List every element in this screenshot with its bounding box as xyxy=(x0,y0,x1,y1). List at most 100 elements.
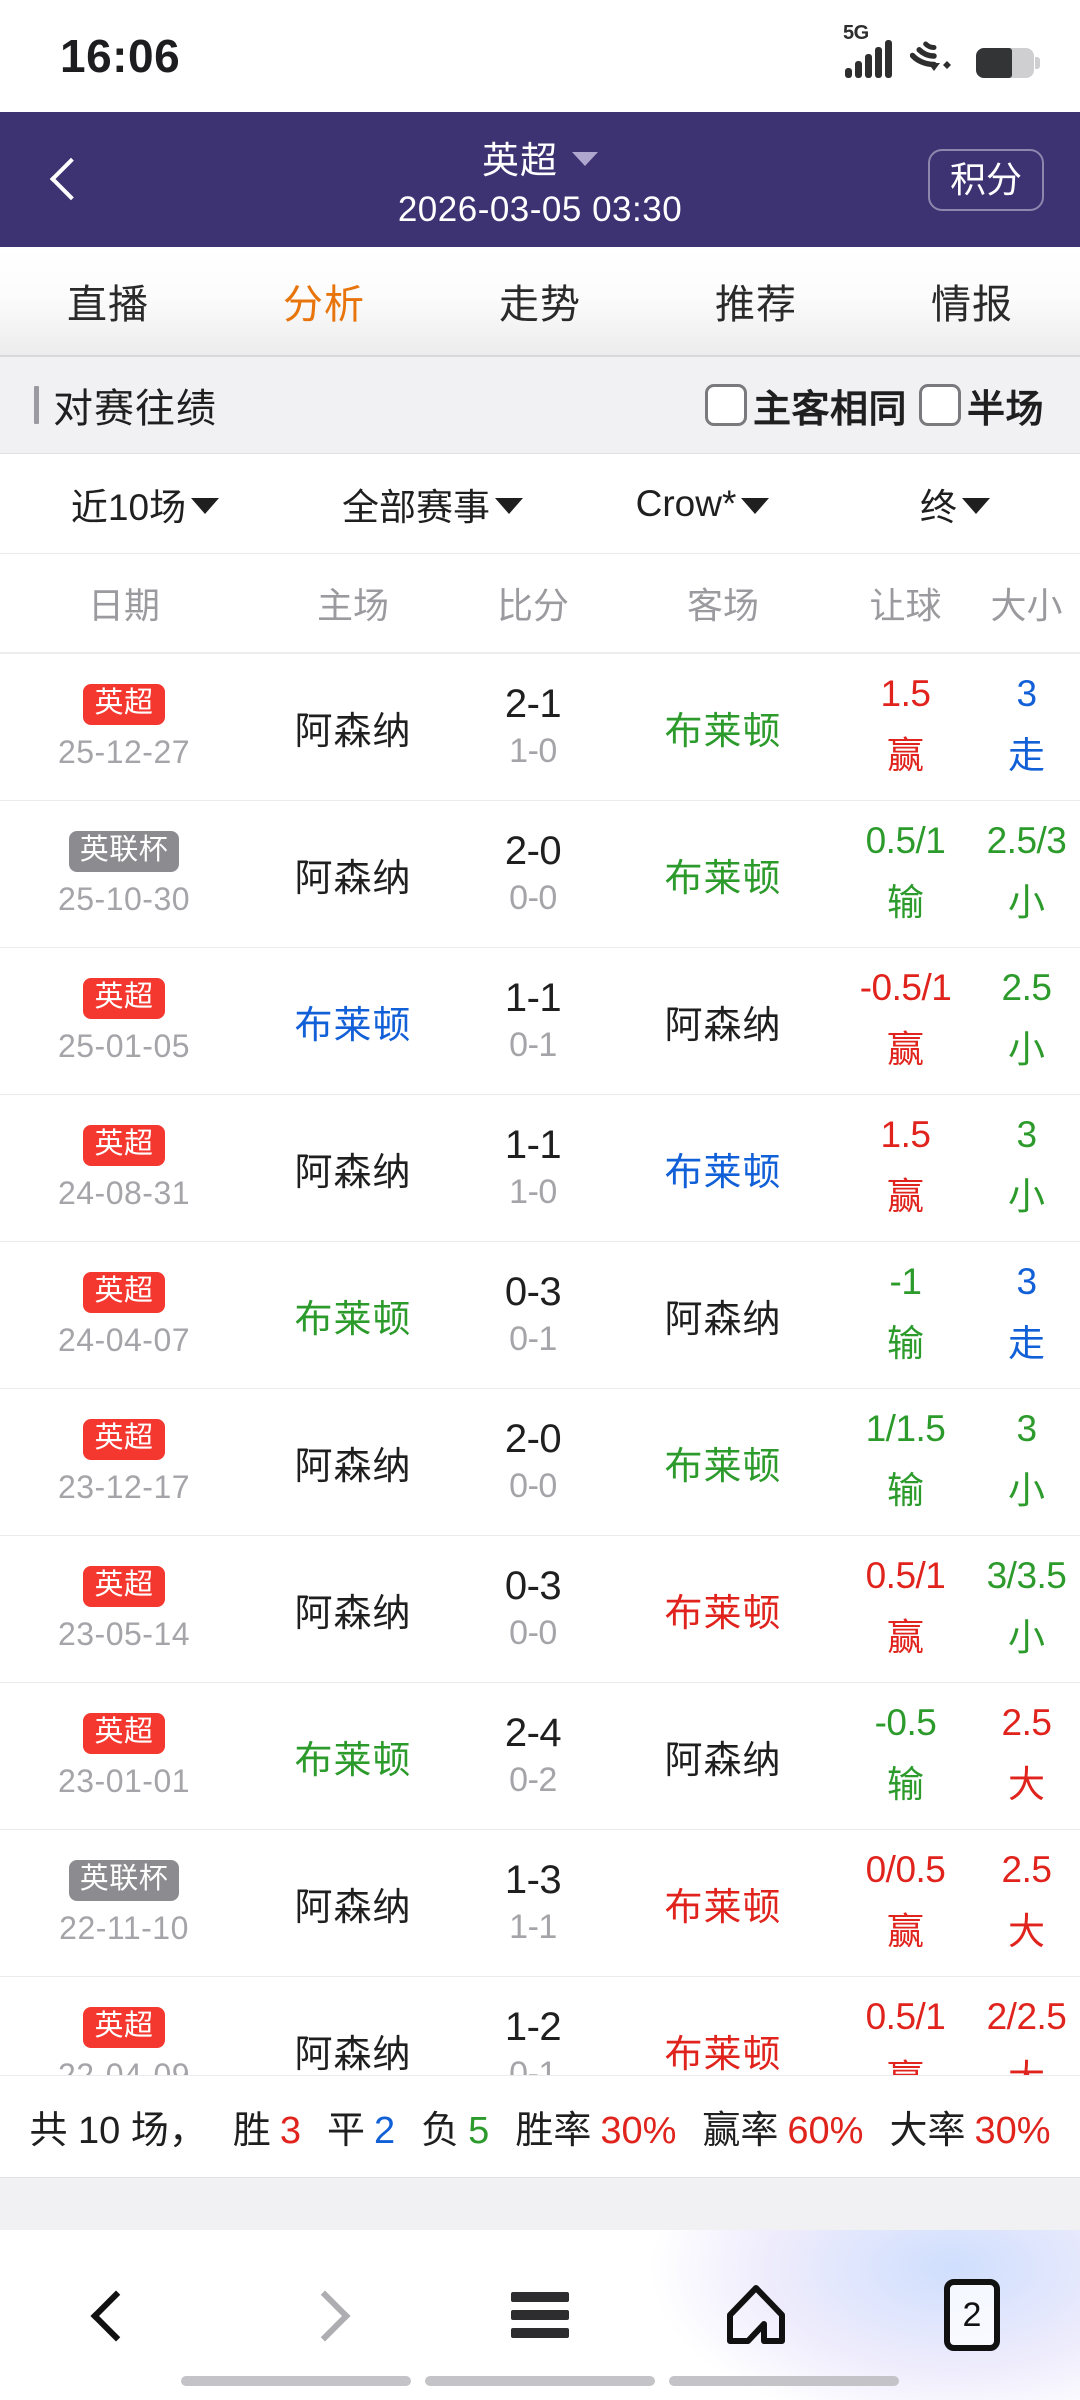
handicap-result: 赢 xyxy=(887,1617,924,1659)
cell-away-team: 布莱顿 xyxy=(608,1582,838,1637)
full-time-score: 1-1 xyxy=(504,1123,562,1167)
cell-home-team: 阿森纳 xyxy=(248,2023,458,2076)
checkbox-halftime-label: 半场 xyxy=(966,388,1044,431)
over-under-line: 2.5/3 xyxy=(986,819,1067,861)
table-row[interactable]: 英超 23-12-17 阿森纳 2-0 0-0 布莱顿 1/1.5 输 3 小 xyxy=(0,1389,1080,1536)
league-selector[interactable]: 英超 xyxy=(482,130,598,184)
standings-button[interactable]: 积分 xyxy=(927,148,1044,211)
cell-score: 2-1 1-0 xyxy=(458,683,608,771)
half-time-score: 0-1 xyxy=(509,2055,557,2075)
half-time-score: 0-0 xyxy=(509,1467,557,1505)
checkbox-box-icon[interactable] xyxy=(918,384,961,426)
match-date: 25-12-27 xyxy=(57,733,191,770)
filter-period[interactable]: 终 xyxy=(830,477,1080,531)
cell-away-team: 布莱顿 xyxy=(608,2023,838,2076)
half-time-score: 1-1 xyxy=(509,1908,557,1946)
tab-intel[interactable]: 情报 xyxy=(931,283,1013,327)
checkbox-same-venue[interactable]: 主客相同 xyxy=(704,378,907,433)
summary-losses-label: 负 xyxy=(421,2110,460,2152)
over-under-line: 2.5 xyxy=(1001,1701,1052,1743)
checkbox-halftime[interactable]: 半场 xyxy=(918,378,1044,433)
nav-menu-button[interactable] xyxy=(432,2230,648,2400)
filter-competition-label: 全部赛事 xyxy=(342,486,490,528)
league-badge: 英联杯 xyxy=(68,830,180,872)
tab-live[interactable]: 直播 xyxy=(67,283,149,327)
match-date: 22-04-09 xyxy=(57,2056,191,2076)
full-time-score: 0-3 xyxy=(504,1270,562,1314)
checkbox-box-icon[interactable] xyxy=(704,384,747,426)
half-time-score: 0-1 xyxy=(509,1320,557,1358)
tab-recommend[interactable]: 推荐 xyxy=(715,283,797,327)
handicap-result: 赢 xyxy=(887,2048,924,2075)
nav-back-button[interactable] xyxy=(0,2230,216,2400)
section-title-group: 对赛往绩 xyxy=(34,376,217,434)
table-row[interactable]: 英超 25-12-27 阿森纳 2-1 1-0 布莱顿 1.5 赢 3 走 xyxy=(0,654,1080,801)
caret-down-icon xyxy=(572,151,598,166)
summary-handicap-rate-label: 赢率 xyxy=(702,2110,779,2152)
handicap-line: 0.5/1 xyxy=(865,1995,946,2037)
section-title: 对赛往绩 xyxy=(53,387,217,431)
full-time-score: 0-3 xyxy=(504,1564,562,1608)
table-row[interactable]: 英超 25-01-05 布莱顿 1-1 0-1 阿森纳 -0.5/1 赢 2.5 小 xyxy=(0,948,1080,1095)
tab-trend[interactable]: 走势 xyxy=(499,283,581,327)
cell-handicap: -0.5 输 xyxy=(838,1701,973,1809)
summary-winrate-label: 胜率 xyxy=(515,2110,592,2152)
match-date: 23-12-17 xyxy=(57,1468,191,1505)
cell-handicap: 1.5 赢 xyxy=(838,1115,973,1221)
back-button-icon[interactable] xyxy=(36,152,92,208)
over-under-result: 大 xyxy=(1008,1911,1045,1953)
cell-score: 0-3 0-1 xyxy=(458,1271,608,1359)
network-type-label: 5G xyxy=(843,21,869,44)
cell-home-team: 阿森纳 xyxy=(248,1141,458,1196)
summary-losses-value: 5 xyxy=(468,2110,490,2152)
over-under-result: 小 xyxy=(1008,1029,1045,1071)
nav-home-button[interactable] xyxy=(648,2230,864,2400)
cell-score: 1-1 1-0 xyxy=(458,1124,608,1212)
summary-over-rate-label: 大率 xyxy=(889,2110,966,2152)
cell-handicap: -0.5/1 赢 xyxy=(838,968,973,1074)
full-time-score: 2-0 xyxy=(504,1417,562,1461)
summary-handicap-rate-value: 60% xyxy=(787,2110,864,2152)
table-row[interactable]: 英联杯 25-10-30 阿森纳 2-0 0-0 布莱顿 0.5/1 输 2.5/3 小 xyxy=(0,801,1080,948)
filter-bookmaker[interactable]: Crow* xyxy=(575,483,830,525)
cell-score: 1-1 0-1 xyxy=(458,977,608,1065)
cell-score: 1-3 1-1 xyxy=(458,1859,608,1947)
column-header-home: 主场 xyxy=(316,585,389,626)
cell-away-team: 布莱顿 xyxy=(608,700,838,755)
filter-competition[interactable]: 全部赛事 xyxy=(290,477,575,531)
signal-icon: 5G xyxy=(843,22,892,78)
away-team-name: 阿森纳 xyxy=(664,1739,782,1782)
handicap-result: 赢 xyxy=(887,1176,924,1218)
cell-score: 2-0 0-0 xyxy=(458,1418,608,1506)
match-date: 24-04-07 xyxy=(57,1321,191,1358)
column-header-score: 比分 xyxy=(496,585,569,626)
summary-losses: 负 5 xyxy=(421,2099,489,2154)
column-header-handicap: 让球 xyxy=(869,585,942,626)
tab-analysis[interactable]: 分析 xyxy=(283,283,365,327)
summary-wins: 胜 3 xyxy=(233,2099,301,2154)
home-team-name: 阿森纳 xyxy=(294,1151,412,1194)
table-row[interactable]: 英超 24-08-31 阿森纳 1-1 1-0 布莱顿 1.5 赢 3 小 xyxy=(0,1095,1080,1242)
status-clock: 16:06 xyxy=(60,30,181,82)
table-row[interactable]: 英超 23-05-14 阿森纳 0-3 0-0 布莱顿 0.5/1 赢 3/3.5 小 xyxy=(0,1536,1080,1683)
away-team-name: 阿森纳 xyxy=(664,1298,782,1341)
handicap-result: 赢 xyxy=(887,1029,924,1071)
cell-date: 英超 22-04-09 xyxy=(0,2006,248,2076)
full-time-score: 1-2 xyxy=(504,2005,562,2049)
table-row[interactable]: 英联杯 22-11-10 阿森纳 1-3 1-1 布莱顿 0/0.5 赢 2.5 大 xyxy=(0,1830,1080,1977)
table-row[interactable]: 英超 24-04-07 布莱顿 0-3 0-1 阿森纳 -1 输 3 走 xyxy=(0,1242,1080,1389)
handicap-line: -0.5 xyxy=(874,1701,937,1743)
nav-forward-button[interactable] xyxy=(216,2230,432,2400)
nav-tabs-button[interactable]: 2 xyxy=(864,2230,1080,2400)
filter-match-count[interactable]: 近10场 xyxy=(0,477,290,531)
table-row[interactable]: 英超 23-01-01 布莱顿 2-4 0-2 阿森纳 -0.5 输 2.5 大 xyxy=(0,1683,1080,1830)
summary-winrate-value: 30% xyxy=(600,2110,677,2152)
browser-bottom-nav: 2 xyxy=(0,2230,1080,2400)
over-under-result: 走 xyxy=(1008,735,1045,777)
over-under-line: 3 xyxy=(1016,1260,1037,1302)
over-under-line: 2/2.5 xyxy=(986,1995,1067,2037)
cell-over-under: 2.5 大 xyxy=(973,1701,1080,1809)
cell-over-under: 2/2.5 大 xyxy=(973,1995,1080,2075)
